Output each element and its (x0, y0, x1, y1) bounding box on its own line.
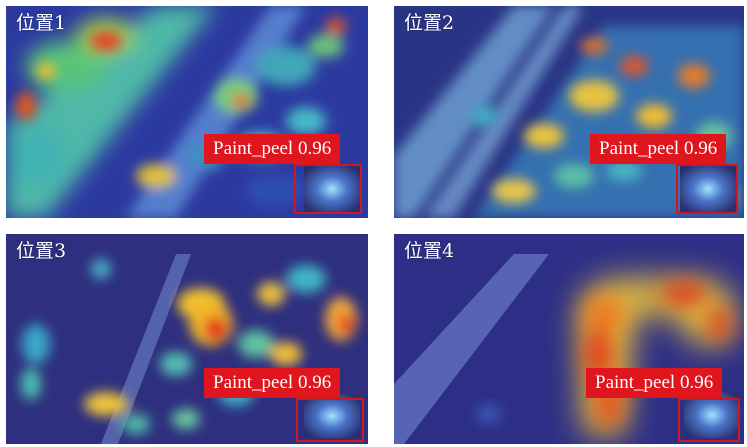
position-label-1: 位置1 (16, 12, 67, 34)
detection-badge-3: Paint_peel 0.96 (204, 368, 341, 398)
heatmap-panel-3: 位置3 Paint_peel 0.96 (6, 234, 368, 444)
detection-box-2 (676, 164, 738, 214)
position-label-2: 位置2 (404, 12, 455, 34)
heatmap-panel-1: 位置1 Paint_peel 0.96 (6, 6, 368, 218)
heatmap-image-3 (6, 234, 368, 444)
detection-box-4 (678, 398, 740, 442)
detection-badge-2: Paint_peel 0.96 (590, 134, 727, 164)
heatmap-panel-2: 位置2 Paint_peel 0.96 (394, 6, 744, 218)
detection-box-1 (294, 164, 362, 214)
position-label-3: 位置3 (16, 240, 67, 262)
heatmap-panel-4: 位置4 Paint_peel 0.96 (394, 234, 744, 444)
position-label-4: 位置4 (404, 240, 455, 262)
heatmap-image-1 (6, 6, 368, 218)
detection-box-3 (296, 398, 364, 442)
detection-badge-4: Paint_peel 0.96 (586, 368, 723, 398)
detection-badge-1: Paint_peel 0.96 (204, 134, 341, 164)
